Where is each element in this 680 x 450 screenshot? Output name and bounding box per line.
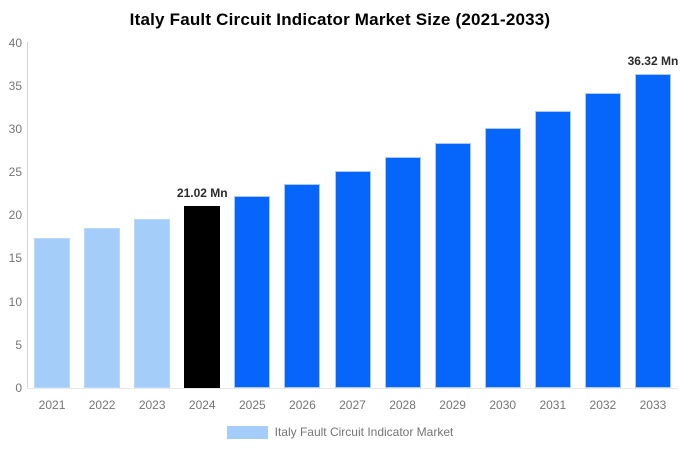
- x-axis-label-2021: 2021: [38, 398, 66, 412]
- bar-value-label-2033: 36.32 Mn: [627, 54, 679, 69]
- x-axis-label-2025: 2025: [238, 398, 266, 412]
- y-axis-tick-label: 30: [8, 121, 22, 136]
- y-axis-tick-label: 15: [8, 251, 22, 266]
- chart-legend[interactable]: Italy Fault Circuit Indicator Market: [0, 425, 680, 439]
- x-axis-label-2026: 2026: [289, 398, 316, 412]
- bar-2025[interactable]: [234, 196, 271, 388]
- bar-2028[interactable]: [384, 157, 421, 388]
- bar-2022[interactable]: [84, 228, 121, 388]
- bar-value-label-2024: 21.02 Mn: [176, 186, 228, 201]
- bar-2032[interactable]: [584, 93, 621, 388]
- x-axis-label-2022: 2022: [88, 398, 116, 412]
- bar-2021[interactable]: [34, 237, 71, 388]
- bar-2029[interactable]: [434, 142, 471, 388]
- x-axis-label-2024: 2024: [188, 398, 216, 412]
- bar-2023[interactable]: [134, 218, 171, 388]
- bar-2030[interactable]: [484, 128, 521, 388]
- y-axis-line: [27, 42, 28, 388]
- x-axis-label-2028: 2028: [389, 398, 416, 412]
- x-axis-label-2029: 2029: [439, 398, 466, 412]
- x-axis-label-2031: 2031: [539, 398, 567, 412]
- x-axis-label-2023: 2023: [138, 398, 166, 412]
- x-axis-label-2032: 2032: [589, 398, 617, 412]
- y-axis-tick-label: 40: [8, 35, 22, 50]
- legend-swatch: [226, 425, 268, 439]
- y-axis-tick-label: 35: [8, 78, 22, 93]
- bar-2027[interactable]: [334, 171, 371, 388]
- y-axis-tick-label: 20: [8, 208, 22, 223]
- bar-2026[interactable]: [284, 184, 321, 388]
- y-axis-tick-label: 10: [8, 294, 22, 309]
- y-axis-tick-label: 5: [15, 337, 22, 352]
- x-axis-label-2030: 2030: [489, 398, 517, 412]
- y-axis-tick-label: 25: [8, 165, 22, 180]
- x-axis-line: [27, 388, 678, 389]
- x-axis-label-2027: 2027: [339, 398, 366, 412]
- bar-2031[interactable]: [534, 110, 571, 388]
- legend-label: Italy Fault Circuit Indicator Market: [274, 425, 454, 439]
- x-axis-label-2033: 2033: [639, 398, 667, 412]
- y-axis-tick-label: 0: [15, 381, 22, 395]
- chart-title: Italy Fault Circuit Indicator Market Siz…: [129, 10, 551, 29]
- bar-2033[interactable]: [634, 74, 671, 388]
- bar-2024[interactable]: [184, 206, 221, 388]
